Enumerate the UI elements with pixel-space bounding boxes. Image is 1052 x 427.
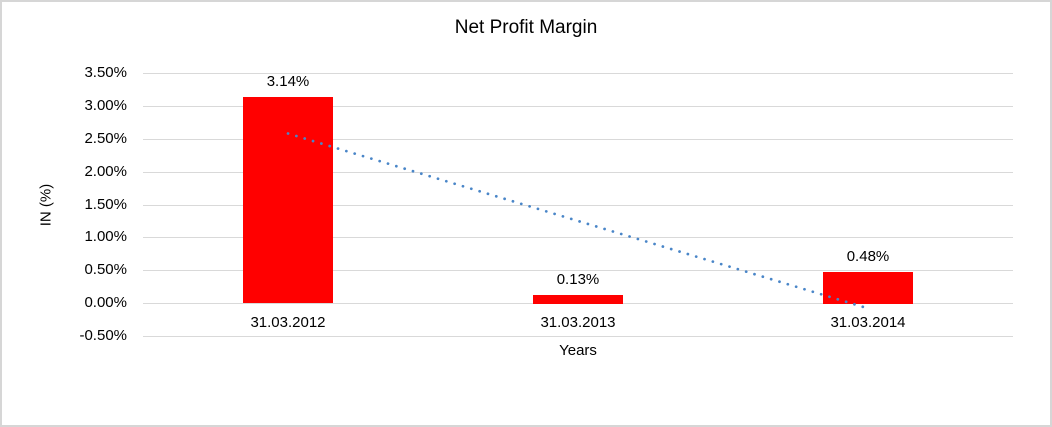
- y-tick-label: 1.50%: [84, 196, 127, 213]
- x-tick-label: 31.03.2013: [540, 314, 616, 331]
- y-tick-label: 2.00%: [84, 163, 127, 180]
- y-tick-label: 3.50%: [84, 64, 127, 81]
- bar-value-label: 3.14%: [266, 73, 310, 90]
- y-tick-label: 0.50%: [84, 261, 127, 278]
- gridline: [143, 336, 1013, 337]
- bar-31.03.2014: [823, 272, 913, 304]
- gridline: [143, 73, 1013, 74]
- x-axis-title: Years: [559, 342, 597, 359]
- y-tick-label: -0.50%: [79, 327, 127, 344]
- bar-value-label: 0.48%: [846, 248, 890, 265]
- y-tick-label: 2.50%: [84, 130, 127, 147]
- x-tick-label: 31.03.2014: [830, 314, 906, 331]
- bar-31.03.2012: [243, 97, 333, 303]
- y-tick-label: 0.00%: [84, 294, 127, 311]
- x-tick-label: 31.03.2012: [250, 314, 326, 331]
- bar-value-label: 0.13%: [556, 271, 600, 288]
- gridline: [143, 106, 1013, 107]
- y-tick-label: 3.00%: [84, 97, 127, 114]
- bar-31.03.2013: [533, 295, 623, 304]
- chart-title: Net Profit Margin: [454, 17, 598, 38]
- y-tick-label: 1.00%: [84, 228, 127, 245]
